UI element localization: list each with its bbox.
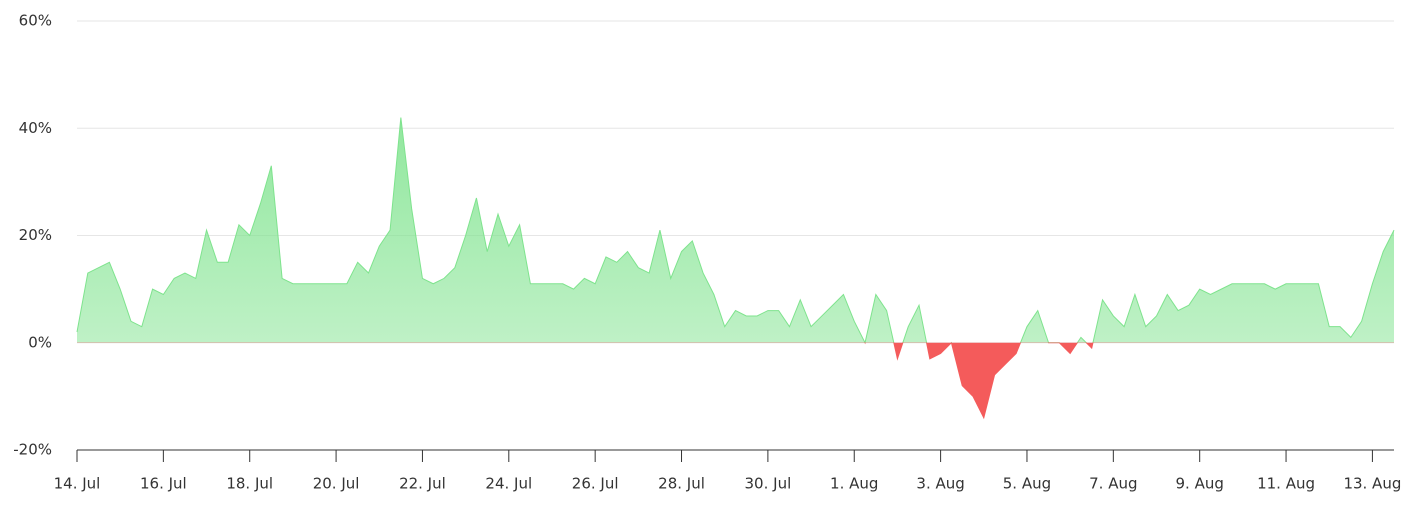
x-tick-label: 5. Aug: [1003, 475, 1051, 493]
x-tick-label: 28. Jul: [658, 475, 705, 493]
x-tick-label: 7. Aug: [1089, 475, 1137, 493]
x-tick-label: 24. Jul: [485, 475, 532, 493]
y-tick-label: 20%: [19, 226, 52, 244]
x-tick-label: 16. Jul: [140, 475, 187, 493]
y-tick-label: -20%: [13, 441, 52, 459]
x-tick-label: 11. Aug: [1257, 475, 1315, 493]
x-tick-label: 30. Jul: [745, 475, 792, 493]
x-tick-label: 26. Jul: [572, 475, 619, 493]
x-tick-label: 13. Aug: [1343, 475, 1401, 493]
x-tick-label: 20. Jul: [313, 475, 360, 493]
y-tick-label: 60%: [19, 12, 52, 30]
x-tick-label: 18. Jul: [226, 475, 273, 493]
area-line: [76, 117, 1395, 420]
x-tick-label: 9. Aug: [1176, 475, 1224, 493]
y-tick-label: 0%: [28, 333, 52, 351]
area-fill: [77, 117, 1394, 418]
x-tick-label: 22. Jul: [399, 475, 446, 493]
x-tick-label: 1. Aug: [830, 475, 878, 493]
x-tick-label: 14. Jul: [54, 475, 101, 493]
y-tick-label: 40%: [19, 119, 52, 137]
x-tick-label: 3. Aug: [916, 475, 964, 493]
